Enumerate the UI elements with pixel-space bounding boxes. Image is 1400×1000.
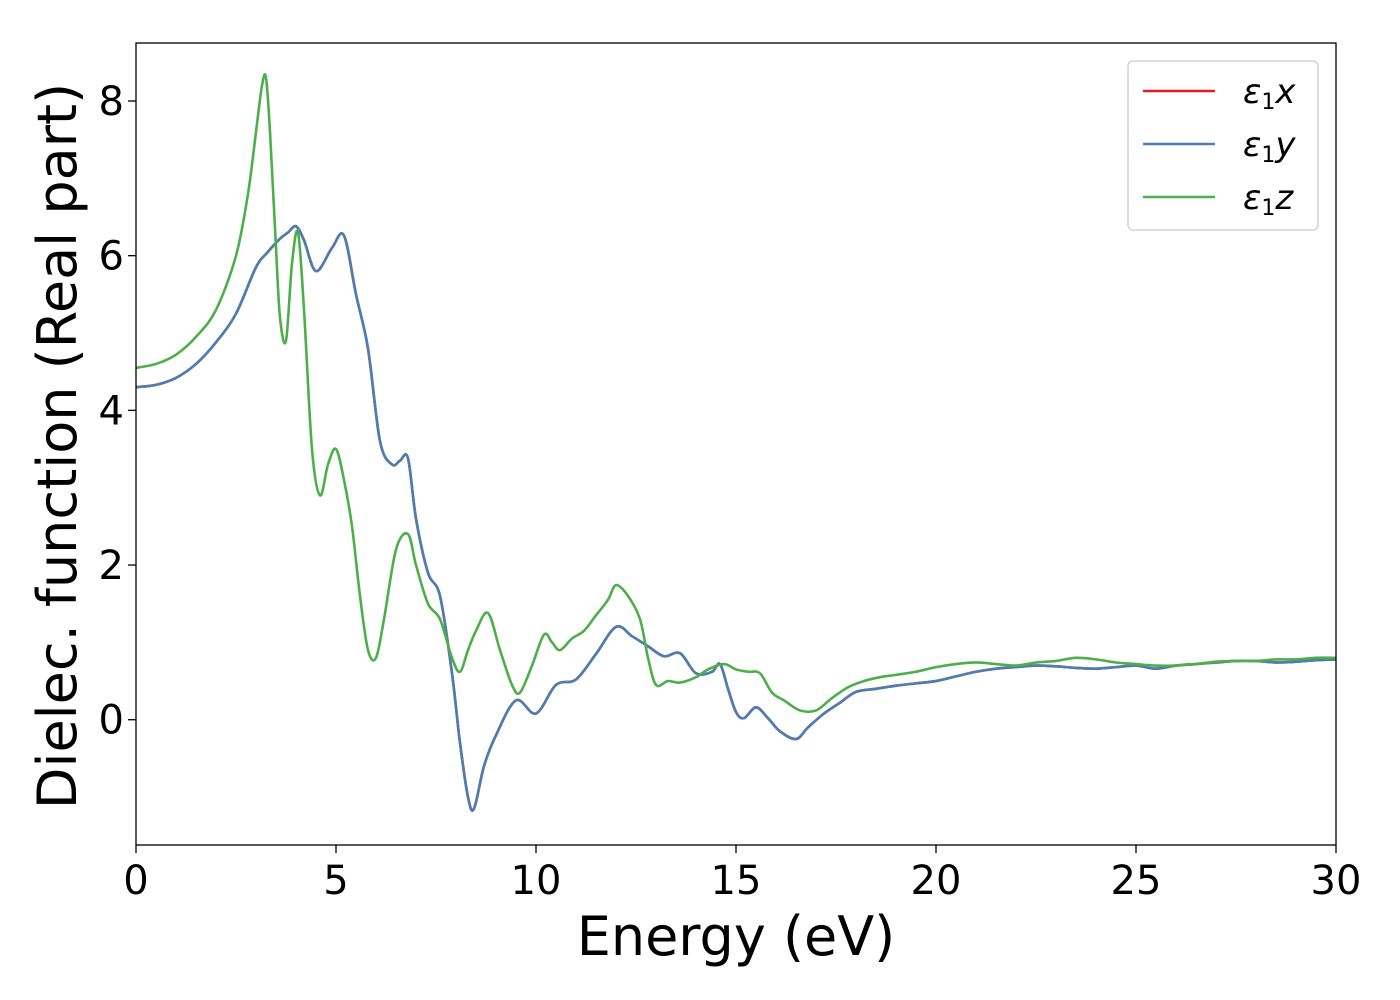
x-axis-ticks: 0 5 10 15 20 25 30	[123, 845, 1361, 904]
x-axis-title: Energy (eV)	[577, 905, 896, 968]
legend-label: ε1z	[1243, 178, 1294, 221]
y-tick-label: 6	[99, 234, 124, 280]
x-tick-label: 0	[123, 858, 148, 904]
y-axis-ticks: 0 2 4 6 8	[99, 79, 136, 744]
x-tick-label: 15	[711, 858, 762, 904]
x-tick-label: 30	[1311, 858, 1362, 904]
x-tick-label: 20	[911, 858, 962, 904]
y-tick-label: 2	[99, 543, 124, 589]
legend-label: ε1y	[1243, 125, 1296, 168]
series-layer	[136, 73, 1336, 812]
x-tick-label: 5	[323, 858, 348, 904]
x-tick-label: 10	[511, 858, 562, 904]
y-tick-label: 8	[99, 79, 124, 125]
y-axis-title: Dielec. function (Real part)	[26, 83, 89, 809]
legend-label: ε1x	[1243, 72, 1296, 115]
series-line-2	[136, 224, 1336, 812]
legend-box	[1127, 60, 1319, 231]
series-line-1	[136, 224, 1336, 812]
x-tick-label: 25	[1111, 858, 1162, 904]
y-tick-label: 0	[99, 698, 124, 744]
legend: ε1x ε1y ε1z	[1127, 60, 1319, 231]
series-line-3	[136, 73, 1336, 714]
y-tick-label: 4	[99, 388, 124, 434]
